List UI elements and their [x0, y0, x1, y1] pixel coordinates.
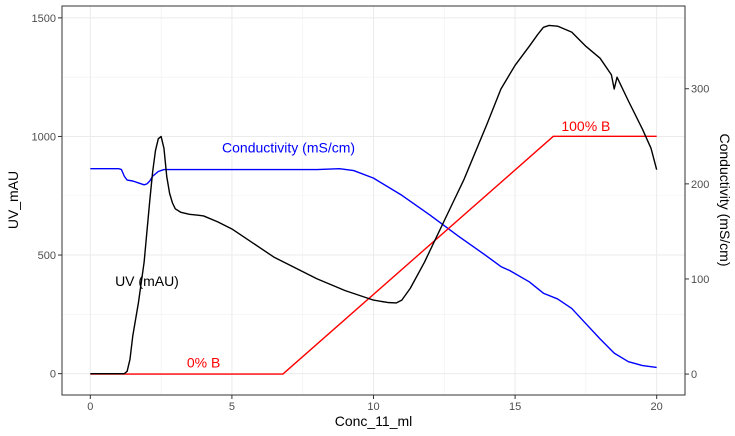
y-axis-right: 0 100 200 300 [685, 84, 709, 381]
y-tick-label: 1000 [32, 131, 56, 143]
y2-tick-label: 200 [691, 179, 709, 191]
series-line-b [90, 135, 657, 375]
annotation-label: Conductivity (mS/cm) [222, 140, 355, 156]
series-layer [90, 24, 658, 375]
x-tick-label: 10 [367, 401, 379, 413]
y2-tick-label: 300 [691, 84, 709, 96]
major-gridlines [62, 6, 685, 395]
y2-tick-label: 0 [691, 369, 697, 381]
y-axis-left: 0 500 1000 1500 [32, 13, 62, 381]
y-tick-label: 1500 [32, 13, 56, 25]
x-tick-label: 15 [509, 401, 521, 413]
series-line-conductivity-ms-cm [90, 167, 657, 369]
annotation-label: 100% B [561, 118, 610, 134]
annotation-label: UV (mAU) [115, 273, 179, 289]
y2-tick-label: 100 [691, 274, 709, 286]
annotations: UV (mAU) Conductivity (mS/cm) 0% B 100% B [115, 118, 610, 371]
y-tick-label: 500 [38, 250, 56, 262]
x-axis: 0 5 10 15 20 [87, 395, 663, 413]
annotation-label: 0% B [187, 355, 220, 371]
y-tick-label: 0 [50, 369, 56, 381]
x-tick-label: 20 [651, 401, 663, 413]
x-tick-label: 5 [229, 401, 235, 413]
x-axis-title: Conc_11_ml [335, 413, 413, 429]
y2-axis-title: Conductivity (mS/cm) [717, 133, 733, 266]
x-tick-label: 0 [87, 401, 93, 413]
y-axis-title: UV_mAU [5, 171, 21, 229]
series-line-uv-mau [90, 24, 658, 375]
